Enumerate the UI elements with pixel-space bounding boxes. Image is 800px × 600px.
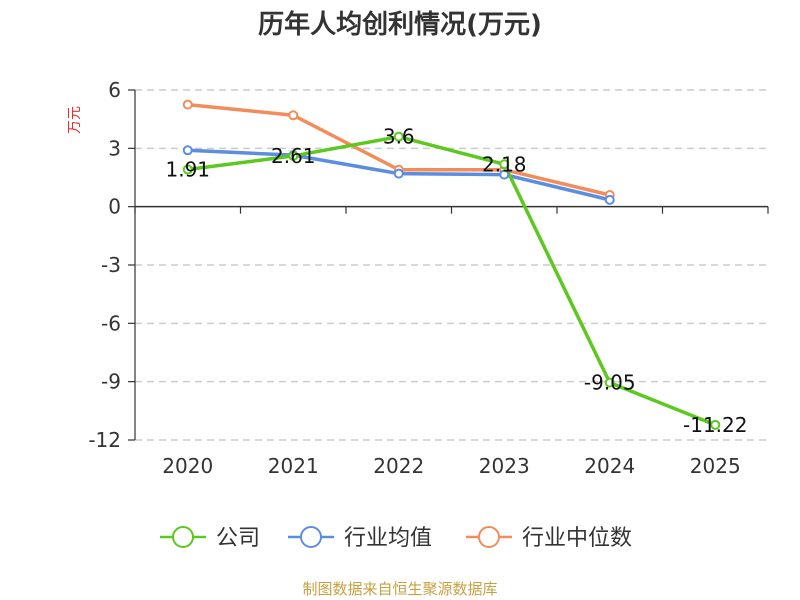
y-tick-label: -12 bbox=[88, 428, 121, 452]
data-label: 2.18 bbox=[482, 152, 527, 176]
data-point bbox=[182, 164, 193, 175]
series-points bbox=[182, 99, 721, 430]
legend-marker bbox=[478, 526, 500, 548]
x-tick-label: 2021 bbox=[268, 454, 319, 478]
data-label: -9.05 bbox=[584, 371, 636, 395]
series-line bbox=[186, 134, 717, 427]
data-label: -11.22 bbox=[683, 413, 747, 437]
data-point bbox=[182, 145, 193, 156]
chart-title: 历年人均创利情况(万元) bbox=[258, 9, 542, 40]
legend-marker bbox=[172, 526, 194, 548]
legend-label: 行业中位数 bbox=[522, 526, 632, 551]
data-labels: 1.91 2.61 3.6 2.18 -9.05 -11.22 bbox=[165, 125, 747, 437]
legend[interactable]: 公司 行业均值 行业中位数 bbox=[160, 526, 632, 551]
data-point bbox=[499, 159, 510, 170]
data-point bbox=[710, 419, 721, 430]
series-line bbox=[186, 102, 612, 197]
x-tick-label: 2020 bbox=[162, 454, 213, 478]
y-tick-label: 3 bbox=[108, 136, 121, 160]
y-tick-label: 6 bbox=[108, 78, 121, 102]
data-point bbox=[499, 169, 510, 180]
y-tick-label: -9 bbox=[101, 370, 121, 394]
data-point bbox=[288, 110, 299, 121]
legend-item[interactable]: 公司 bbox=[160, 526, 260, 551]
axes: 6 3 0 -3 -6 -9 -12 2020 2021 2022 2023 2024 2025 bbox=[88, 78, 769, 478]
legend-item[interactable]: 行业中位数 bbox=[466, 526, 632, 551]
x-tick-label: 2024 bbox=[584, 454, 635, 478]
legend-item[interactable]: 行业均值 bbox=[288, 526, 432, 551]
grid-lines bbox=[135, 89, 768, 441]
x-tick-label: 2022 bbox=[373, 454, 424, 478]
data-label: 3.6 bbox=[383, 125, 415, 149]
data-label: 1.91 bbox=[165, 158, 210, 182]
data-point bbox=[288, 150, 299, 161]
legend-marker bbox=[300, 526, 322, 548]
data-label: 2.61 bbox=[271, 144, 316, 168]
legend-label: 公司 bbox=[216, 526, 260, 551]
y-axis-label: 万元 bbox=[67, 106, 83, 134]
y-tick-label: -3 bbox=[101, 253, 121, 277]
y-tick-label: 0 bbox=[108, 195, 121, 219]
data-point bbox=[604, 377, 615, 388]
source-note: 制图数据来自恒生聚源数据库 bbox=[302, 580, 497, 598]
data-point bbox=[604, 194, 615, 205]
x-tick-label: 2023 bbox=[479, 454, 530, 478]
data-point bbox=[393, 168, 404, 179]
y-tick-label: -6 bbox=[101, 311, 121, 335]
legend-label: 行业均值 bbox=[344, 526, 432, 551]
x-tick-label: 2025 bbox=[690, 454, 741, 478]
data-point bbox=[393, 131, 404, 142]
data-point bbox=[182, 99, 193, 110]
